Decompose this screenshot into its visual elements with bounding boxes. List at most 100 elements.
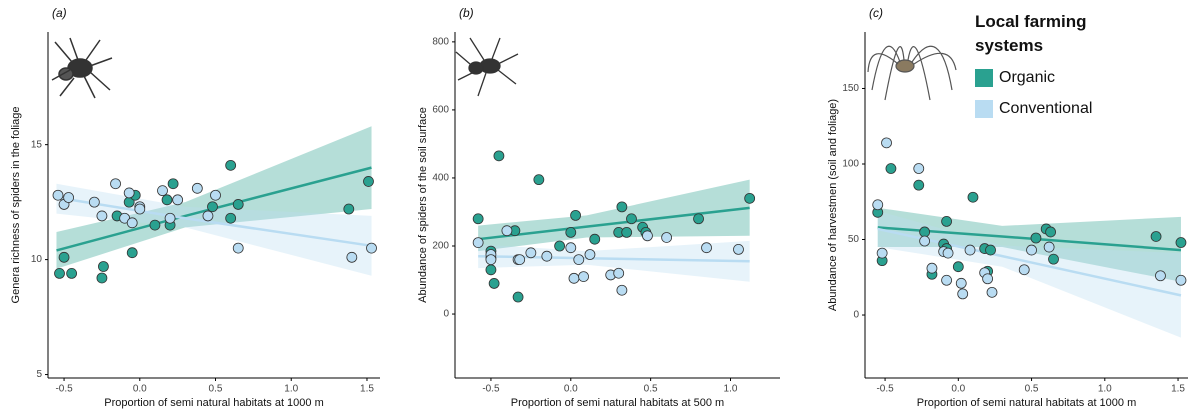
y-tick-label: 50	[848, 234, 860, 245]
legend-swatch	[975, 69, 993, 87]
panel-label: (a)	[52, 6, 67, 20]
point	[733, 243, 744, 255]
confidence-band	[877, 210, 1181, 338]
point	[661, 232, 673, 243]
point	[565, 242, 577, 254]
point	[570, 209, 581, 221]
point	[63, 192, 74, 203]
point	[701, 242, 712, 254]
point	[568, 272, 580, 284]
point	[982, 273, 994, 285]
point	[626, 213, 637, 225]
x-axis-label: Proportion of semi natural habitats at 1…	[104, 397, 324, 409]
point	[343, 203, 355, 215]
legend-label: Conventional	[999, 100, 1092, 117]
point	[501, 225, 513, 237]
y-tick-label: 5	[36, 369, 42, 380]
point	[225, 212, 237, 224]
point	[613, 267, 625, 279]
point	[191, 182, 203, 194]
point	[52, 189, 64, 201]
point	[964, 244, 976, 256]
plot-area	[872, 137, 1187, 338]
x-axis-label: Proportion of semi natural habitats at 1…	[917, 397, 1137, 409]
trend-line	[877, 227, 1182, 297]
point	[967, 191, 979, 203]
point	[919, 226, 931, 238]
point	[157, 185, 168, 197]
harvestman-icon	[867, 45, 957, 101]
x-tick-label: -0.5	[55, 384, 73, 395]
point	[472, 213, 484, 225]
point	[485, 264, 497, 276]
point	[554, 240, 566, 252]
plot-area	[52, 126, 377, 284]
point	[941, 274, 952, 286]
point	[96, 272, 108, 284]
point	[565, 226, 577, 238]
spider-icon-a	[51, 37, 113, 99]
point	[161, 194, 173, 206]
point	[123, 187, 135, 199]
point	[210, 189, 221, 201]
point	[525, 247, 537, 259]
point	[1175, 274, 1187, 286]
x-tick-label: 0.0	[564, 384, 578, 395]
y-axis-label: Abundance of harvestmen (soil and foliag…	[827, 99, 839, 311]
y-tick-label: 400	[432, 173, 449, 184]
point	[225, 159, 237, 171]
x-axis-label: Proportion of semi natural habitats at 5…	[511, 397, 724, 409]
y-tick-label: 800	[432, 37, 449, 48]
point	[1018, 264, 1030, 276]
trend-line	[56, 166, 372, 252]
point	[616, 201, 628, 213]
x-tick-label: 1.0	[724, 384, 738, 395]
point	[872, 199, 884, 211]
point	[1030, 232, 1042, 244]
point	[952, 261, 964, 273]
point	[885, 163, 897, 174]
x-tick-label: -0.5	[482, 384, 500, 395]
point	[149, 219, 161, 231]
y-tick-label: 0	[853, 310, 859, 321]
point	[1150, 231, 1162, 242]
point	[578, 271, 589, 283]
y-tick-label: 150	[842, 83, 859, 94]
y-axis-label: Abundance of spiders of the soil surface	[417, 107, 429, 303]
point	[621, 226, 633, 238]
x-tick-label: 1.0	[284, 384, 298, 395]
point	[202, 210, 214, 222]
point	[514, 254, 526, 266]
x-tick-label: -0.5	[876, 384, 894, 395]
point	[363, 176, 374, 187]
point	[573, 254, 585, 266]
point	[693, 213, 704, 225]
point	[366, 242, 377, 254]
x-tick-label: 0.5	[644, 384, 658, 395]
point	[744, 192, 756, 204]
spider-icon-b	[455, 37, 519, 97]
point	[1026, 244, 1037, 256]
legend-label: Organic	[999, 69, 1055, 86]
point	[1155, 270, 1166, 282]
x-tick-label: 0.0	[133, 384, 147, 395]
x-tick-label: 1.0	[1098, 384, 1112, 395]
point	[985, 244, 996, 256]
point	[493, 150, 505, 162]
y-tick-label: 600	[432, 105, 449, 116]
y-tick-label: 15	[31, 139, 43, 150]
point	[1043, 241, 1055, 253]
plot-area	[472, 150, 756, 303]
point	[1045, 226, 1056, 238]
point	[533, 174, 545, 186]
point	[986, 286, 998, 298]
y-tick-label: 0	[443, 309, 449, 320]
point	[232, 242, 244, 254]
point	[926, 262, 938, 274]
point	[919, 235, 931, 247]
point	[955, 277, 967, 289]
point	[472, 237, 484, 248]
point	[584, 249, 596, 260]
point	[126, 217, 138, 229]
